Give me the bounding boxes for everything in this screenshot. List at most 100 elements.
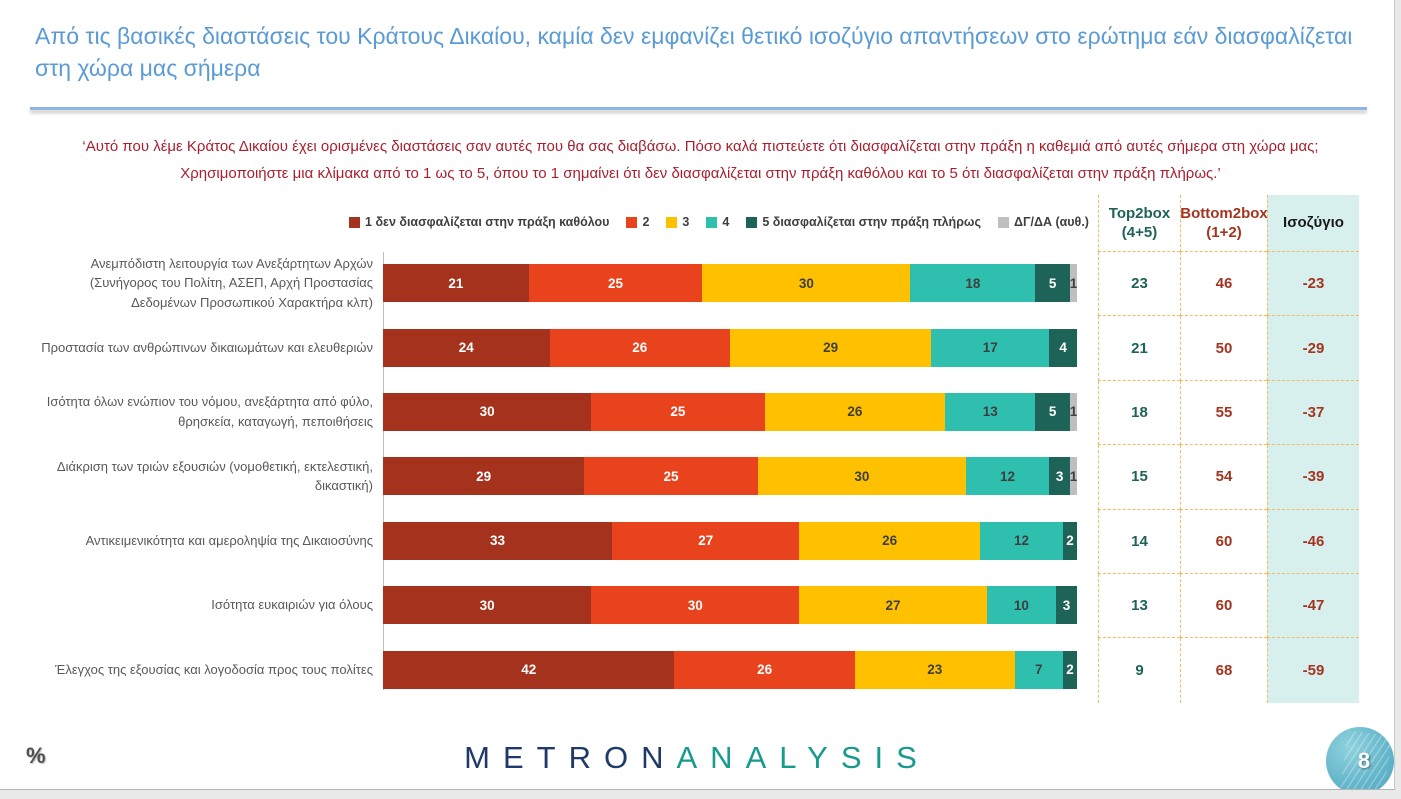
- bar-value-label: 29: [476, 468, 492, 484]
- legend-label: ΔΓ/ΔΑ (αυθ.): [1013, 215, 1089, 229]
- bottom2box-value: 50: [1180, 316, 1267, 381]
- chart-row: Ανεμπόδιστη λειτουργία των Ανεξάρτητων Α…: [38, 251, 1083, 315]
- bar-value-label: 17: [982, 340, 998, 356]
- balance-value: -59: [1267, 638, 1359, 703]
- bar-segment: 12: [965, 457, 1050, 496]
- bar-value-label: 1: [1069, 275, 1078, 291]
- legend-item: 4: [706, 215, 729, 229]
- col-header-balance-label: Ισοζύγιο: [1283, 214, 1344, 232]
- bar-value-label: 7: [1035, 662, 1043, 678]
- bar-segment: 27: [799, 586, 987, 625]
- bar-segment: 30: [702, 264, 911, 303]
- bar-value-label: 24: [458, 340, 474, 356]
- balance-value: -23: [1267, 252, 1359, 317]
- bottom2box-value: 60: [1180, 573, 1267, 639]
- col-header-balance: Ισοζύγιο: [1267, 195, 1359, 252]
- bar-segment: 13: [945, 392, 1036, 431]
- stacked-bar: 21 25 30 18 5 1: [383, 264, 1078, 303]
- bar-segment: 5: [1035, 392, 1071, 431]
- bar-segment: 4: [1049, 328, 1077, 367]
- col-header-top2box-line2: (4+5): [1121, 224, 1158, 241]
- category-label: Ισότητα όλων ενώπιον του νόμου, ανεξάρτη…: [46, 394, 373, 429]
- bar-value-label: 30: [479, 597, 495, 613]
- survey-question: ‘Αυτό που λέμε Κράτος Δικαίου έχει ορισμ…: [28, 133, 1373, 187]
- balance-value: -47: [1267, 573, 1359, 639]
- bottom2box-value: 60: [1180, 509, 1267, 574]
- bar-segment: 2: [1063, 650, 1077, 689]
- bar-value-label: 2: [1066, 533, 1074, 549]
- bar-value-label: 25: [607, 275, 623, 291]
- top2box-value: 14: [1098, 509, 1180, 574]
- balance-value: -37: [1267, 380, 1359, 446]
- category-label: Αντικειμενικότητα και αμεροληψία της Δικ…: [85, 533, 373, 548]
- bar-value-label: 25: [663, 468, 679, 484]
- col-header-top2box: Top2box (4+5): [1098, 195, 1180, 252]
- bar-segment: 12: [979, 521, 1064, 560]
- bar-value-label: 18: [965, 275, 981, 291]
- chart-row: Αντικειμενικότητα και αμεροληψία της Δικ…: [38, 509, 1083, 573]
- bar-value-label: 27: [698, 533, 714, 549]
- bottom2box-value: 46: [1180, 252, 1267, 317]
- bar-segment: 18: [910, 264, 1036, 303]
- bar-segment: 21: [383, 264, 529, 303]
- legend-label: 4: [722, 215, 730, 229]
- bar-segment: 24: [383, 328, 550, 367]
- legend-swatch-icon: [626, 216, 638, 228]
- survey-question-line2: Χρησιμοποιήστε μια κλίμακα από το 1 ως τ…: [180, 165, 1221, 182]
- category-label: Διάκριση των τριών εξουσιών (νομοθετική,…: [56, 458, 373, 494]
- legend-item: 1 δεν διασφαλίζεται στην πράξη καθόλου: [349, 215, 609, 229]
- bar-value-label: 10: [1013, 597, 1029, 613]
- bar-value-label: 2: [1066, 662, 1074, 678]
- bar-segment: 3: [1056, 586, 1077, 625]
- stacked-bar: 24 26 29 17 4: [383, 328, 1077, 367]
- chart-row: Προστασία των ανθρώπινων δικαιωμάτων και…: [38, 315, 1083, 379]
- balance-value: -39: [1267, 445, 1359, 510]
- bar-segment: 29: [729, 328, 932, 367]
- bar-value-label: 4: [1059, 340, 1067, 356]
- bar-segment: 30: [383, 586, 592, 625]
- legend-item: ΔΓ/ΔΑ (αυθ.): [997, 215, 1089, 229]
- bar-value-label: 1: [1069, 404, 1078, 420]
- legend-item: 3: [666, 215, 689, 229]
- legend-item: 2: [626, 215, 649, 229]
- bar-segment: 26: [549, 328, 730, 367]
- stacked-bar: 33 27 26 12 2: [383, 521, 1077, 560]
- top2box-value: 13: [1098, 573, 1180, 639]
- bar-segment: 1: [1069, 392, 1078, 431]
- bar-value-label: 1: [1069, 468, 1078, 484]
- bar-segment: 26: [799, 521, 980, 560]
- chart-legend: 1 δεν διασφαλίζεται στην πράξη καθόλου 2 3…: [348, 215, 1090, 229]
- bar-value-label: 5: [1048, 275, 1057, 291]
- top2box-value: 18: [1098, 380, 1180, 446]
- legend-label: 2: [642, 215, 650, 229]
- category-label: Προστασία των ανθρώπινων δικαιωμάτων και…: [41, 339, 373, 355]
- top2box-value: 9: [1098, 638, 1180, 703]
- bar-segment: 27: [612, 521, 800, 560]
- legend-label: 5 διασφαλίζεται στην πράξη πλήρως: [762, 215, 981, 229]
- legend-swatch-icon: [746, 216, 758, 228]
- bar-segment: 30: [383, 392, 592, 431]
- bar-segment: 30: [757, 457, 966, 496]
- bar-value-label: 26: [847, 404, 863, 420]
- bar-value-label: 42: [521, 662, 537, 678]
- legend-item: 5 διασφαλίζεται στην πράξη πλήρως: [746, 215, 981, 229]
- bar-segment: 26: [674, 650, 855, 689]
- legend-label: 3: [682, 215, 690, 229]
- bar-value-label: 23: [927, 662, 943, 678]
- bar-segment: 3: [1049, 457, 1071, 496]
- bar-value-label: 26: [882, 533, 898, 549]
- bar-value-label: 30: [479, 404, 495, 420]
- bar-segment: 29: [383, 457, 585, 496]
- stacked-bar: 42 26 23 7 2: [383, 650, 1077, 689]
- bar-value-label: 29: [823, 340, 839, 356]
- top2box-value: 15: [1098, 445, 1180, 510]
- legend-label: 1 δεν διασφαλίζεται στην πράξη καθόλου: [365, 215, 610, 229]
- top2box-value: 23: [1098, 252, 1180, 317]
- bar-segment: 10: [986, 586, 1057, 625]
- bar-segment: 26: [764, 392, 946, 431]
- legend-swatch-icon: [666, 216, 678, 228]
- bottom2box-value: 54: [1180, 445, 1267, 510]
- stacked-bar-chart: Ανεμπόδιστη λειτουργία των Ανεξάρτητων Α…: [38, 251, 1083, 702]
- title-divider: [30, 107, 1367, 110]
